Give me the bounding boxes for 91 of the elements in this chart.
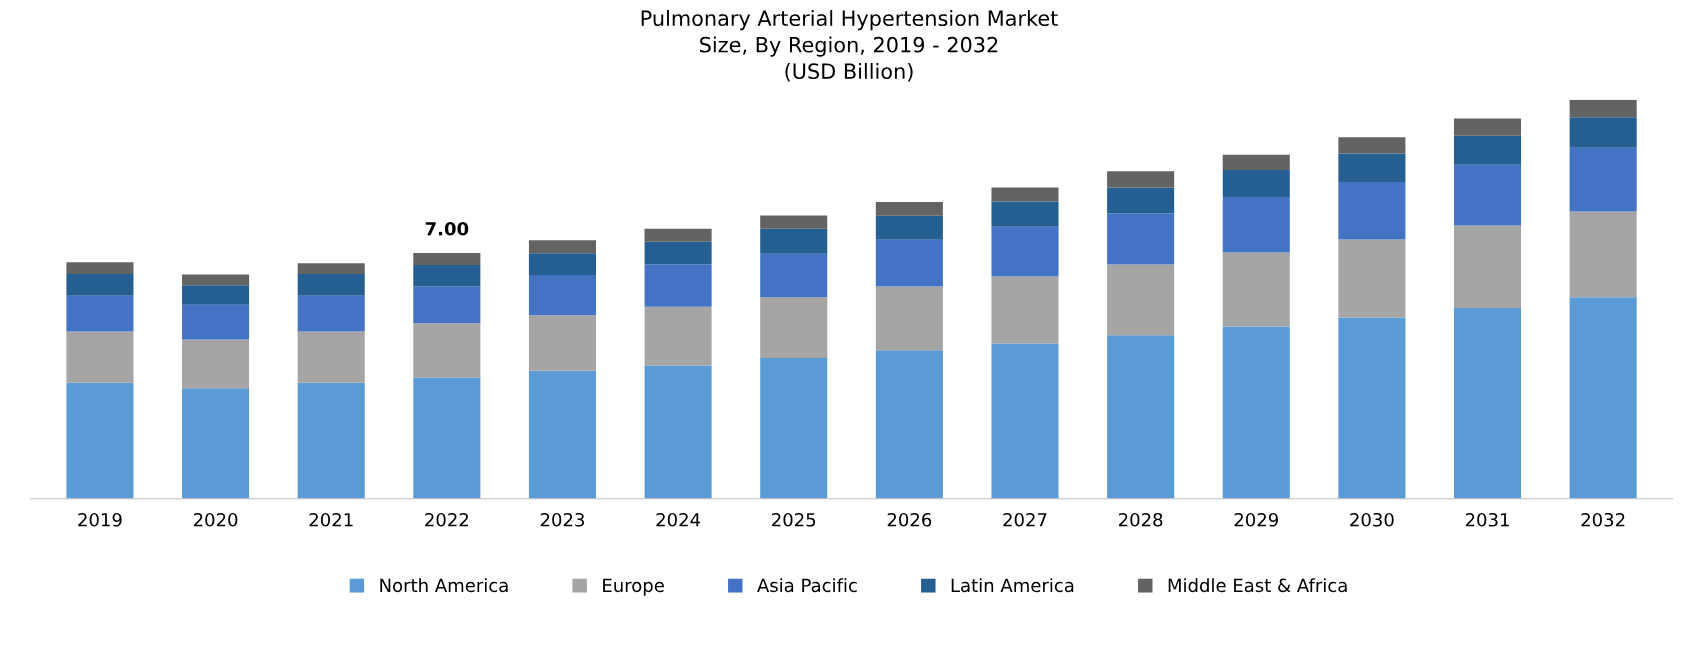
- bar: [1107, 335, 1175, 499]
- bar: [413, 377, 481, 499]
- legend-label: Europe: [603, 578, 664, 596]
- bar: [1338, 153, 1406, 182]
- bar: [1453, 225, 1522, 309]
- bar: [66, 262, 134, 275]
- bar: [1338, 239, 1406, 318]
- bar: [1107, 213, 1175, 265]
- x-tick-label: 2030: [1350, 512, 1394, 527]
- x-tick-label: 2019: [78, 512, 122, 527]
- bar: [1222, 154, 1290, 170]
- bar: [991, 226, 1059, 277]
- bar: [182, 274, 250, 286]
- bar: [991, 343, 1059, 499]
- legend-label: Asia Pacific: [757, 578, 857, 593]
- x-tick-label: 2021: [309, 512, 353, 527]
- bar: [1338, 181, 1406, 240]
- bar: [1222, 169, 1290, 198]
- x-tick-label: 2032: [1581, 512, 1625, 527]
- bar: [182, 388, 250, 499]
- bar: [1338, 317, 1406, 499]
- x-tick-label: 2025: [772, 512, 816, 527]
- bar: [1569, 297, 1637, 499]
- bar: [297, 263, 365, 275]
- bar: [66, 274, 134, 296]
- x-tick-label: 2026: [887, 512, 932, 527]
- bar: [66, 382, 134, 499]
- bar: [297, 331, 365, 383]
- chart-title: Pulmonary Arterial Hypertension Market Size, By Region, 2019 - 2032 (USD Billion): [641, 9, 1058, 82]
- bar: [528, 315, 596, 371]
- bar: [1222, 326, 1290, 499]
- bar: [1453, 308, 1522, 499]
- x-tick-label: 2023: [540, 512, 584, 527]
- x-tick-label: 2024: [656, 512, 701, 527]
- bar: [66, 295, 134, 332]
- bar: [760, 297, 828, 358]
- bar: [875, 201, 943, 216]
- bar: [1569, 117, 1637, 148]
- bar: [182, 339, 250, 389]
- bar: [760, 253, 828, 298]
- bar: [1453, 164, 1522, 226]
- bar: [760, 228, 828, 254]
- bar: [1107, 171, 1175, 188]
- legend-label: Latin America: [951, 578, 1074, 593]
- bar: [1569, 211, 1637, 298]
- bar: [297, 274, 365, 296]
- bar: [1569, 147, 1637, 212]
- bar: [182, 304, 250, 340]
- bar: [644, 365, 712, 499]
- legend-label: North America: [380, 578, 508, 593]
- bar: [1222, 252, 1290, 327]
- bar: [413, 252, 481, 265]
- bar: [760, 357, 828, 499]
- bar: [413, 264, 481, 287]
- bar: [1107, 264, 1175, 336]
- bar: [991, 276, 1059, 344]
- bar: [875, 286, 943, 351]
- bar: [182, 285, 250, 305]
- bar: [413, 286, 481, 324]
- bar: [528, 274, 596, 316]
- x-tick-label: 2031: [1465, 512, 1509, 527]
- bar: [875, 350, 943, 499]
- x-tick-label: 2027: [1003, 512, 1047, 527]
- bar: [528, 370, 596, 499]
- bar: [528, 253, 596, 275]
- bar: [644, 306, 712, 366]
- bar: [297, 382, 365, 499]
- x-tick-label: 2029: [1234, 512, 1278, 527]
- bar: [1453, 118, 1522, 136]
- bar: [875, 215, 943, 240]
- bar: [1453, 135, 1522, 165]
- bar: [528, 240, 596, 254]
- legend-label: Middle East & Africa: [1168, 578, 1347, 593]
- bar: [1338, 137, 1406, 154]
- x-tick-label: 2028: [1118, 512, 1163, 527]
- bar: [413, 323, 481, 378]
- bar: [1222, 197, 1290, 253]
- bar: [297, 295, 365, 332]
- bar: [991, 201, 1059, 227]
- x-tick-label: 2022: [425, 512, 468, 527]
- bar: [644, 241, 712, 265]
- bar: [875, 239, 943, 287]
- bar: [66, 331, 134, 383]
- bar: [760, 215, 828, 229]
- bar: [1569, 99, 1637, 118]
- bar: [1107, 187, 1175, 214]
- bar: [991, 187, 1059, 202]
- bar: [644, 228, 712, 242]
- bar: [644, 264, 712, 307]
- x-tick-label: 2020: [193, 512, 238, 527]
- annotation: 7.00: [425, 221, 469, 236]
